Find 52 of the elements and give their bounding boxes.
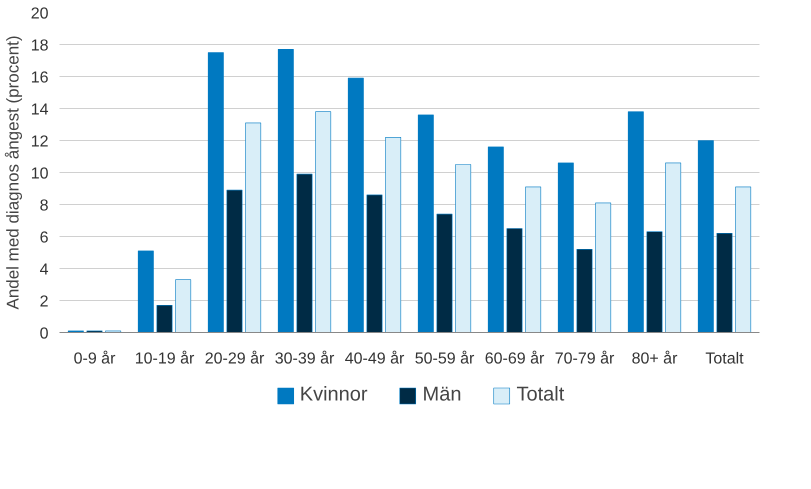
y-tick-label: 10	[30, 166, 49, 182]
bar	[735, 186, 752, 332]
y-axis-title: Andel med diagnos ångest (procent)	[4, 35, 23, 310]
x-tick-label: 80+ år	[632, 350, 678, 368]
bar	[366, 194, 382, 332]
x-tick-label: 10-19 år	[134, 350, 195, 368]
x-tick-label: Totalt	[705, 350, 744, 368]
bar	[506, 228, 522, 332]
y-tick-label: 20	[30, 6, 49, 22]
bar	[208, 52, 224, 332]
bar	[296, 174, 312, 332]
x-tick-label: 70-79 år	[554, 350, 615, 368]
bar	[665, 162, 682, 332]
bar	[646, 231, 662, 332]
bar	[418, 114, 434, 332]
bar	[436, 214, 452, 332]
y-tick-label: 4	[40, 262, 49, 278]
bar	[385, 137, 402, 332]
legend-label: Män	[422, 384, 462, 406]
bar	[558, 162, 574, 332]
bar	[245, 122, 262, 332]
y-tick-label: 14	[30, 102, 49, 118]
bar	[226, 190, 242, 332]
x-tick-label: 50-59 år	[414, 350, 475, 368]
bar	[576, 249, 592, 332]
bar	[278, 49, 294, 332]
x-tick-label: 60-69 år	[484, 350, 545, 368]
x-tick-label: 0-9 år	[74, 350, 116, 368]
bar	[138, 250, 154, 332]
bar	[455, 164, 472, 332]
bar	[175, 279, 192, 332]
y-tick-label: 8	[40, 198, 49, 214]
legend-label: Totalt	[516, 384, 564, 406]
bar	[628, 111, 644, 332]
y-tick-label: 2	[40, 294, 49, 310]
bar	[716, 233, 732, 332]
bar	[595, 202, 612, 332]
y-tick-label: 0	[40, 326, 49, 342]
legend-label: Kvinnor	[300, 384, 368, 406]
y-tick-label: 12	[30, 134, 49, 150]
x-tick-label: 30-39 år	[274, 350, 335, 368]
y-tick-label: 6	[40, 230, 49, 246]
bar	[525, 186, 542, 332]
bar	[488, 146, 504, 332]
x-tick-label: 40-49 år	[344, 350, 405, 368]
bar	[698, 140, 714, 332]
x-tick-label: 20-29 år	[204, 350, 265, 368]
bar	[348, 78, 364, 332]
y-tick-label: 16	[30, 70, 49, 86]
y-tick-label: 18	[30, 38, 49, 54]
bar	[156, 305, 172, 332]
bar	[315, 111, 332, 332]
